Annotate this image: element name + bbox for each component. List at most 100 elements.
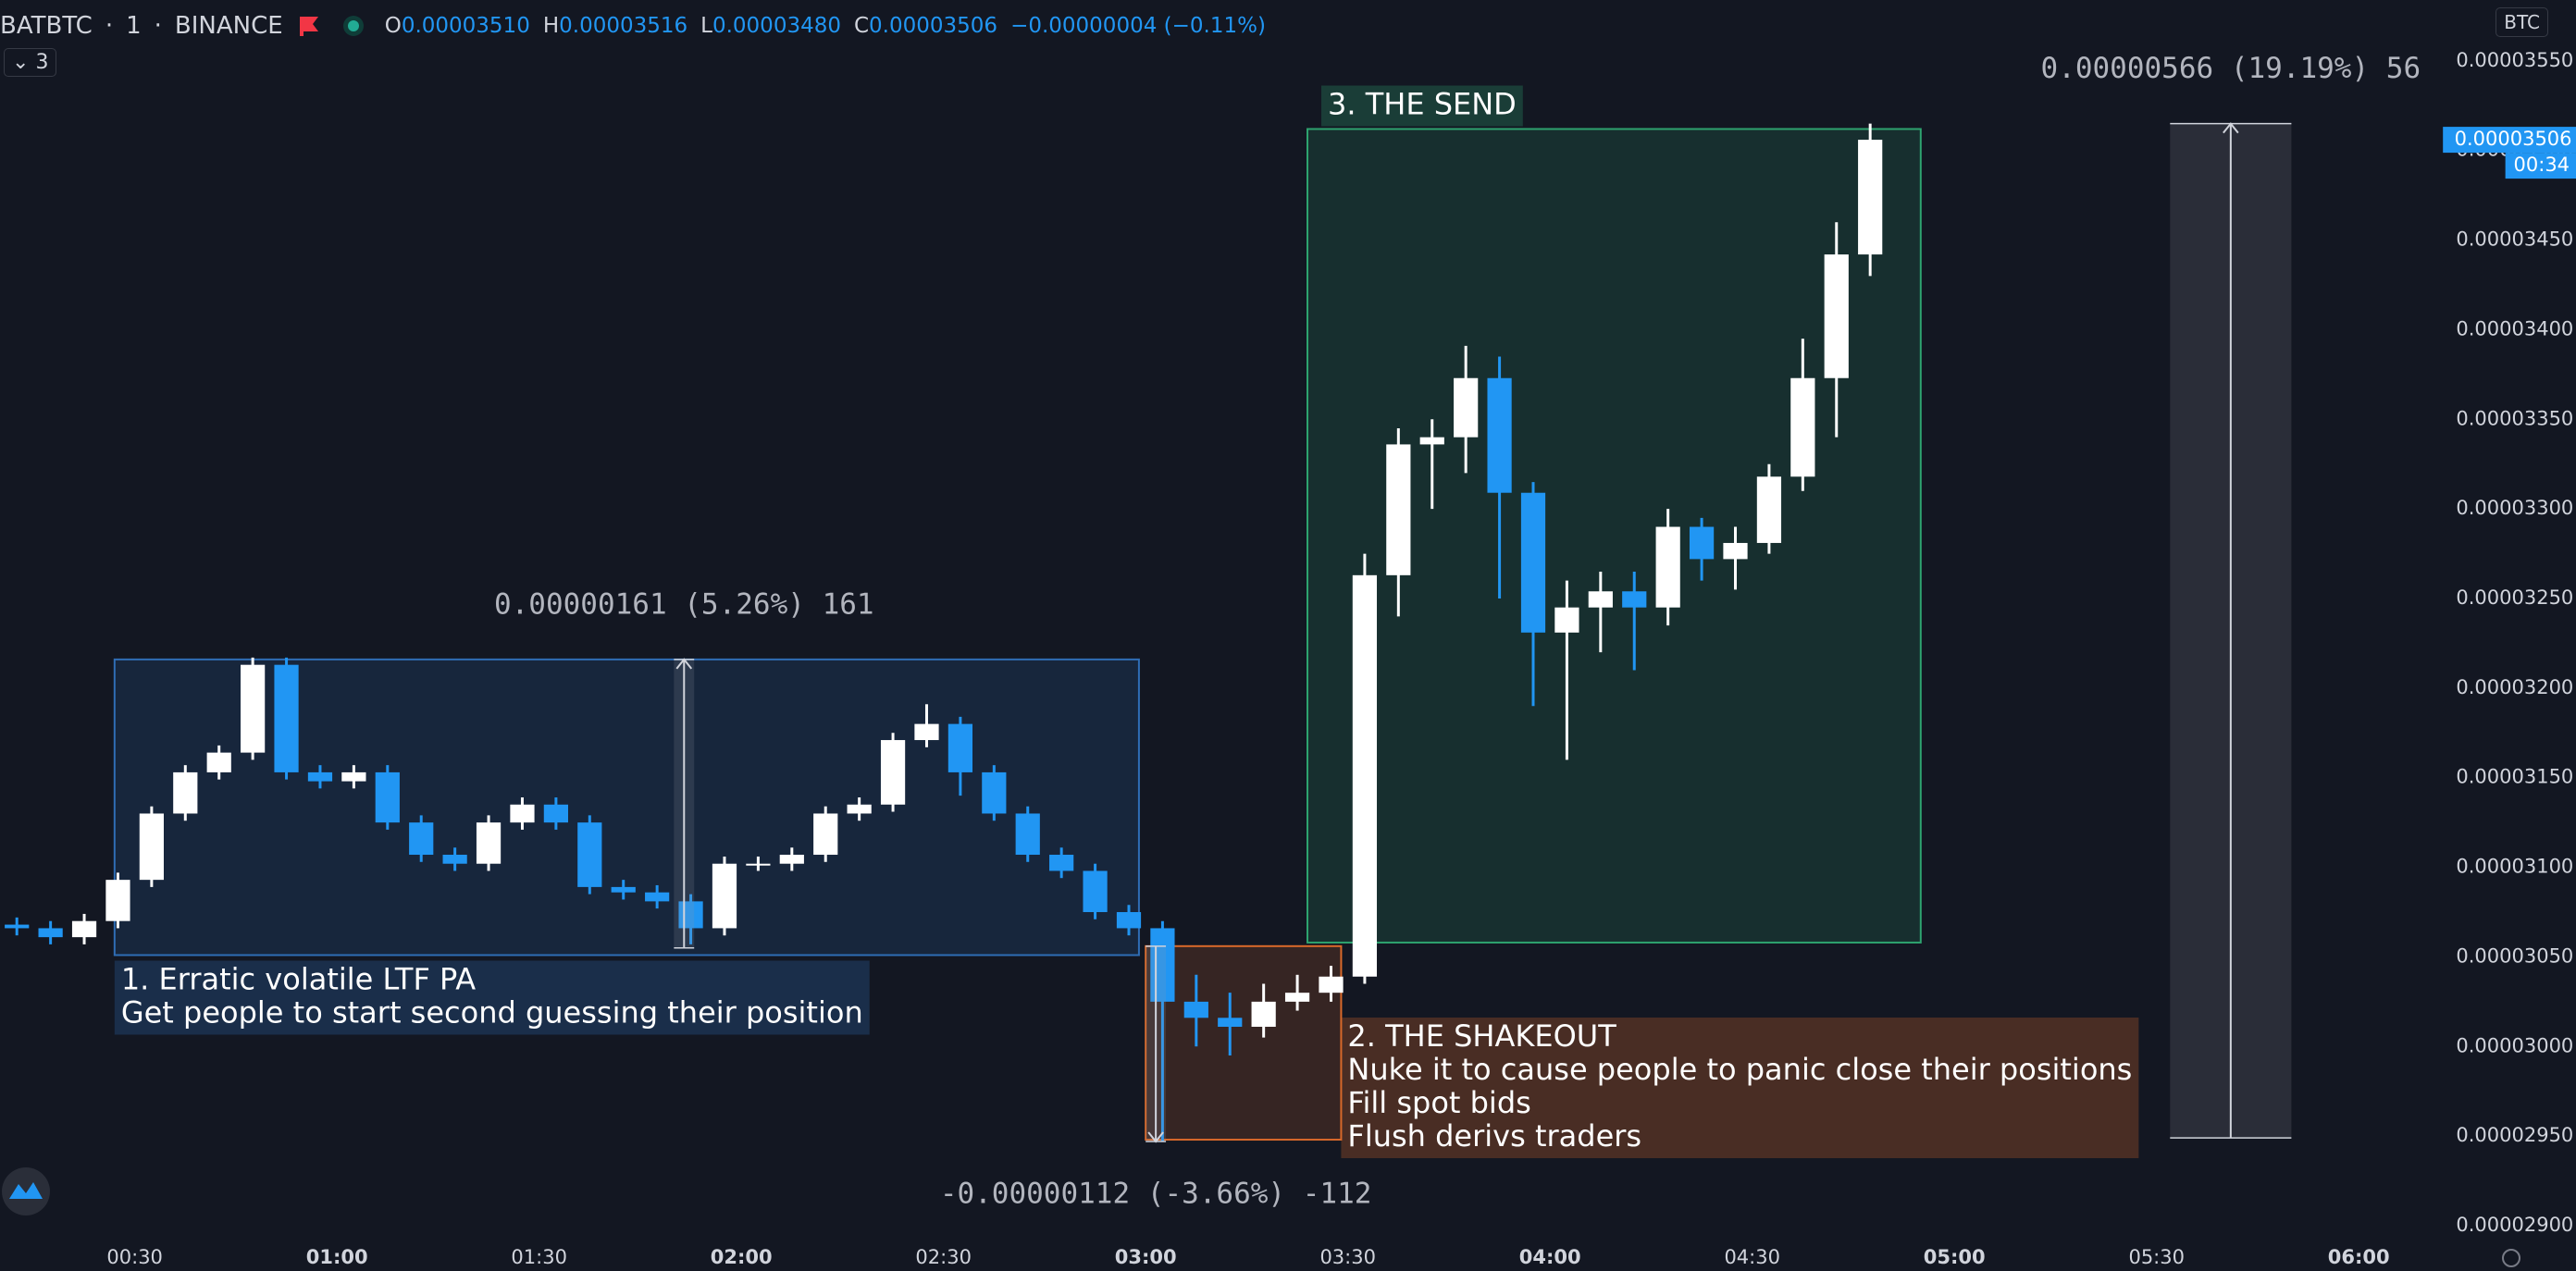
candle-body bbox=[914, 723, 939, 741]
y-tick-label: 0.00003450 bbox=[2456, 228, 2573, 251]
symbol[interactable]: BATBTC bbox=[0, 12, 93, 40]
y-tick-label: 0.00003300 bbox=[2456, 497, 2573, 519]
ohlc-item: L0.00003480 bbox=[700, 14, 841, 38]
candle-body bbox=[1015, 813, 1040, 856]
last-price-tag bbox=[2443, 127, 2576, 154]
x-tick-label: 04:30 bbox=[1724, 1246, 1780, 1268]
candle-body bbox=[1790, 377, 1815, 477]
candle-body bbox=[1723, 542, 1748, 560]
candle-body bbox=[611, 886, 636, 893]
y-tick-label: 0.00003350 bbox=[2456, 407, 2573, 429]
candle-body bbox=[1218, 1018, 1243, 1027]
x-tick-label: 05:30 bbox=[2128, 1246, 2185, 1268]
candle-body bbox=[1419, 437, 1444, 445]
x-tick-label: 04:00 bbox=[1519, 1246, 1581, 1268]
candle-body bbox=[1150, 928, 1175, 1002]
annotation-text: Fill spot bids bbox=[1347, 1085, 1530, 1120]
candle-body bbox=[139, 813, 164, 881]
ohlc-value: 0.00003510 bbox=[401, 14, 530, 38]
candle-body bbox=[1622, 591, 1647, 608]
candle-body bbox=[645, 892, 670, 902]
ohlc-key: L bbox=[700, 14, 712, 38]
logo[interactable] bbox=[2, 1167, 50, 1215]
candle-body bbox=[1588, 591, 1613, 608]
y-tick-label: 0.00003000 bbox=[2456, 1034, 2573, 1056]
candle-body bbox=[1655, 526, 1680, 608]
annotation-text: Nuke it to cause people to panic close t… bbox=[1347, 1052, 2132, 1087]
ohlc-key: C bbox=[853, 14, 870, 38]
candle-body bbox=[577, 822, 602, 887]
candle-body bbox=[678, 901, 703, 929]
candle-body bbox=[476, 822, 502, 864]
x-tick-label: 01:00 bbox=[306, 1246, 368, 1268]
candle-body bbox=[712, 863, 737, 929]
indicator-count: 3 bbox=[35, 51, 49, 74]
candle-body bbox=[746, 863, 771, 866]
annotation-text: Flush derivs traders bbox=[1347, 1118, 1641, 1154]
candle-body bbox=[1352, 574, 1378, 977]
candle-body bbox=[510, 804, 535, 823]
currency[interactable]: BTC bbox=[2496, 7, 2548, 37]
candle-body bbox=[241, 664, 266, 753]
header: BATBTC · 1 · BINANCE O0.00003510 H0.00003… bbox=[0, 7, 1266, 44]
interval[interactable]: 1 bbox=[126, 12, 142, 40]
x-tick-label: 00:30 bbox=[106, 1246, 163, 1268]
candle-body bbox=[1689, 526, 1715, 560]
x-tick-label: 03:00 bbox=[1115, 1246, 1177, 1268]
countdown-bg bbox=[2505, 153, 2576, 179]
y-tick-label: 0.00003200 bbox=[2456, 676, 2573, 698]
ohlc-value: 0.00003480 bbox=[712, 14, 841, 38]
annotations bbox=[113, 128, 1922, 1141]
ohlc: O0.00003510 H0.00003516 L0.00003480 C0.0000… bbox=[385, 14, 997, 38]
candle-body bbox=[1083, 870, 1108, 913]
candle-body bbox=[1319, 976, 1344, 993]
x-tick-label: 03:30 bbox=[1319, 1246, 1376, 1268]
candle-body bbox=[375, 771, 400, 823]
candle-body bbox=[442, 855, 467, 864]
candle-body bbox=[341, 771, 366, 782]
x-tick-label: 05:00 bbox=[1924, 1246, 1986, 1268]
measure-label: 0.00000566 (19.19%) 56 bbox=[2041, 52, 2421, 85]
candle-body bbox=[105, 880, 130, 921]
annotation-text: Get people to start second guessing thei… bbox=[121, 995, 863, 1030]
candle-body bbox=[307, 771, 333, 782]
annotation-label-bg bbox=[1341, 1018, 2139, 1159]
candle-body bbox=[409, 822, 434, 856]
y-tick-label: 0.00003400 bbox=[2456, 317, 2573, 339]
annotation-label-bg bbox=[114, 960, 870, 1035]
candle-body bbox=[206, 752, 231, 772]
ohlc-value: 0.00003506 bbox=[869, 14, 998, 38]
candle-body bbox=[1554, 607, 1579, 633]
candle-body bbox=[982, 771, 1007, 814]
y-tick-label: 0.00003150 bbox=[2456, 766, 2573, 788]
settings-icon[interactable] bbox=[2502, 1249, 2520, 1267]
indicators-toggle[interactable]: ⌄ 3 bbox=[4, 48, 57, 77]
candle-body bbox=[779, 855, 804, 864]
candle-body bbox=[847, 804, 872, 814]
status-dot bbox=[342, 16, 364, 36]
sep: · bbox=[105, 12, 114, 40]
x-tick-label: 01:30 bbox=[511, 1246, 567, 1268]
candle-body bbox=[1858, 140, 1883, 255]
candle-body bbox=[1049, 855, 1074, 871]
candle-body bbox=[1251, 1001, 1276, 1027]
candle-body bbox=[1386, 444, 1411, 575]
annotation-box bbox=[1145, 944, 1343, 1141]
candle-body bbox=[947, 723, 973, 772]
candle-body bbox=[543, 804, 569, 823]
y-tick-label: 0.00003100 bbox=[2456, 856, 2573, 878]
ohlc-key: H bbox=[542, 14, 560, 38]
sep: · bbox=[154, 12, 162, 40]
ohlc-item: O0.00003510 bbox=[385, 14, 530, 38]
candle-body bbox=[1756, 476, 1782, 543]
y-tick-label: 0.00003550 bbox=[2456, 49, 2573, 71]
annotation-label-bg bbox=[1321, 85, 1523, 127]
candle-body bbox=[1284, 993, 1310, 1002]
change: −0.00000004 (−0.11%) bbox=[1010, 14, 1266, 38]
logo-mark bbox=[9, 1182, 43, 1199]
x-tick-label: 02:00 bbox=[711, 1246, 773, 1268]
flag-icon[interactable] bbox=[296, 14, 322, 38]
